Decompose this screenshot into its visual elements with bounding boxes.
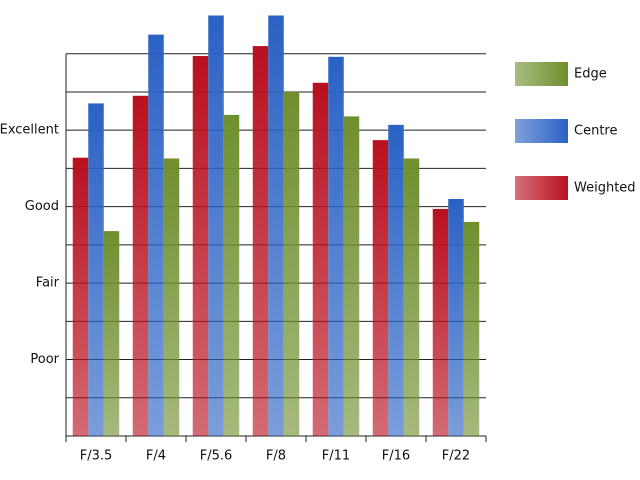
y-tick-label: Poor <box>30 352 59 367</box>
bar <box>148 34 164 436</box>
bar <box>343 116 360 437</box>
x-tick-label: F/4 <box>146 449 166 464</box>
bar <box>403 158 420 436</box>
bar <box>252 46 269 436</box>
legend-swatch <box>515 119 568 143</box>
legend-label: Centre <box>574 124 617 139</box>
bar <box>328 56 344 436</box>
bar <box>163 158 180 436</box>
bar <box>208 15 224 436</box>
bar <box>88 103 104 436</box>
y-tick-label: Fair <box>36 276 60 291</box>
x-tick-label: F/5.6 <box>200 449 233 464</box>
x-tick-label: F/3.5 <box>80 449 113 464</box>
x-tick-label: F/11 <box>322 449 350 464</box>
bar <box>432 208 449 436</box>
legend-swatch <box>515 176 568 200</box>
bar <box>312 82 329 436</box>
bar <box>103 231 120 436</box>
y-tick-label: Good <box>25 199 59 214</box>
bar <box>223 114 240 437</box>
bar <box>283 91 300 437</box>
bar <box>72 157 89 437</box>
y-tick-label: Excellent <box>0 123 59 138</box>
x-tick-label: F/22 <box>442 449 470 464</box>
legend-label: Weighted <box>574 181 636 196</box>
bar <box>388 124 404 436</box>
x-tick-label: F/8 <box>266 449 286 464</box>
legend-swatch <box>515 62 568 86</box>
bar <box>372 140 389 436</box>
bar <box>192 56 209 437</box>
bar <box>132 95 149 436</box>
bar <box>268 15 284 436</box>
legend-label: Edge <box>574 67 607 82</box>
bar <box>448 198 464 436</box>
x-tick-label: F/16 <box>382 449 410 464</box>
bar <box>463 221 480 436</box>
